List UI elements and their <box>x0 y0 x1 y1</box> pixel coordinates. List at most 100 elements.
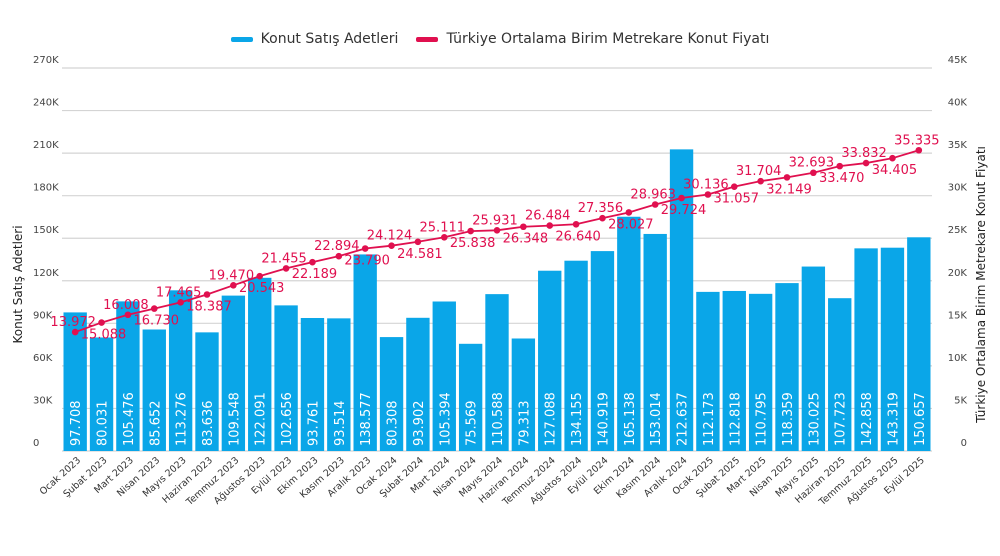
bar-value-label: 85.652 <box>148 401 163 447</box>
bar-value-label: 130.025 <box>807 392 822 446</box>
price-point <box>388 242 395 249</box>
price-value-label: 16.730 <box>134 314 180 329</box>
legend-item-sales[interactable]: Konut Satış Adetleri <box>230 31 399 47</box>
price-point <box>810 169 817 177</box>
price-value-label: 30.136 <box>683 178 729 193</box>
bar-value-label: 80.031 <box>96 401 111 447</box>
price-point <box>862 159 870 167</box>
price-value-label: 32.693 <box>789 156 835 171</box>
y-left-tick-label: 120K <box>33 268 59 279</box>
bar-value-label: 153.014 <box>649 392 664 446</box>
price-value-label: 22.894 <box>314 239 360 254</box>
price-value-label: 27.356 <box>578 201 624 216</box>
price-point <box>335 252 343 260</box>
bar <box>168 290 193 451</box>
bar <box>801 266 826 451</box>
bar <box>696 291 720 451</box>
price-value-label: 29.724 <box>661 203 707 218</box>
price-point <box>651 201 659 208</box>
price-value-label: 32.149 <box>766 182 812 197</box>
price-point <box>730 183 738 190</box>
bar-value-label: 102.656 <box>280 392 295 446</box>
bar <box>880 247 905 451</box>
bar <box>590 251 615 451</box>
price-value-label: 25.838 <box>450 236 496 251</box>
bar <box>907 237 931 451</box>
bar <box>327 318 351 451</box>
bar <box>89 337 114 451</box>
legend-label-sales: Konut Satış Adetleri <box>260 31 399 47</box>
bar-value-label: 150.657 <box>913 392 928 446</box>
bar-value-label: 105.394 <box>438 392 453 446</box>
y-right-tick-label: 45K <box>948 55 968 66</box>
price-value-label: 31.704 <box>736 164 782 179</box>
bar <box>854 248 878 451</box>
price-value-label: 13.972 <box>50 315 96 330</box>
price-point <box>704 191 712 198</box>
bar <box>564 260 588 451</box>
bar-value-label: 93.761 <box>306 401 321 447</box>
bar-value-label: 93.902 <box>412 401 427 447</box>
bar-value-label: 143.319 <box>886 392 901 446</box>
price-point <box>836 162 844 170</box>
y-right-tick-label: 35K <box>948 140 968 151</box>
y-right-tick-label: 10K <box>948 353 968 364</box>
bar-value-label: 110.588 <box>491 392 506 446</box>
bar <box>511 338 536 451</box>
price-value-label: 31.057 <box>714 192 760 207</box>
bar <box>538 270 562 451</box>
y-right-tick-label: 5K <box>954 395 967 406</box>
price-point <box>71 328 79 336</box>
price-value-label: 17.465 <box>156 285 202 300</box>
price-value-label: 34.405 <box>872 163 918 178</box>
price-point <box>124 311 132 319</box>
price-value-label: 24.581 <box>397 247 443 262</box>
price-value-label: 24.124 <box>367 229 413 244</box>
legend-item-price[interactable]: Türkiye Ortalama Birim Metrekare Konut F… <box>416 31 769 47</box>
y-right-tick-label: 20K <box>948 268 968 279</box>
price-point <box>625 209 633 216</box>
price-point <box>546 222 554 229</box>
y-left-tick-label: 90K <box>33 310 53 321</box>
price-point <box>493 226 501 234</box>
price-point <box>230 281 237 289</box>
bar <box>406 317 430 451</box>
price-value-label: 20.543 <box>239 281 285 296</box>
price-value-label: 19.470 <box>209 268 255 283</box>
bar <box>828 298 852 451</box>
y-left-tick-label: 0 <box>33 438 39 449</box>
price-point <box>203 291 211 298</box>
price-value-label: 15.088 <box>81 328 127 343</box>
price-point <box>783 174 791 181</box>
price-point <box>678 194 685 202</box>
bar <box>353 254 377 451</box>
y-left-tick-label: 270K <box>33 55 59 66</box>
price-value-label: 21.455 <box>261 251 307 266</box>
bar <box>221 295 246 451</box>
legend: Konut Satış Adetleri Türkiye Ortalama Bi… <box>0 31 1000 47</box>
bar-value-label: 83.636 <box>201 401 216 447</box>
bar <box>669 149 694 451</box>
price-point <box>98 319 105 326</box>
y-right-tick-label: 25K <box>948 225 968 236</box>
bar <box>432 301 456 451</box>
bar <box>643 233 667 451</box>
price-point <box>757 177 764 185</box>
price-point <box>309 258 316 266</box>
price-point <box>282 265 290 272</box>
bar <box>300 317 325 451</box>
price-point <box>889 154 896 162</box>
price-point <box>915 146 923 154</box>
price-value-label: 26.484 <box>525 209 571 224</box>
y-right-tick-label: 0 <box>961 438 967 449</box>
bar <box>485 294 509 451</box>
price-value-label: 28.963 <box>630 187 676 202</box>
price-value-label: 18.387 <box>186 300 232 315</box>
price-point <box>177 299 184 306</box>
bar <box>775 283 799 451</box>
bar-value-label: 75.569 <box>465 401 480 447</box>
price-value-label: 26.640 <box>555 229 601 244</box>
price-point <box>599 214 606 222</box>
bar <box>142 329 166 451</box>
bar-value-label: 140.919 <box>596 392 611 446</box>
